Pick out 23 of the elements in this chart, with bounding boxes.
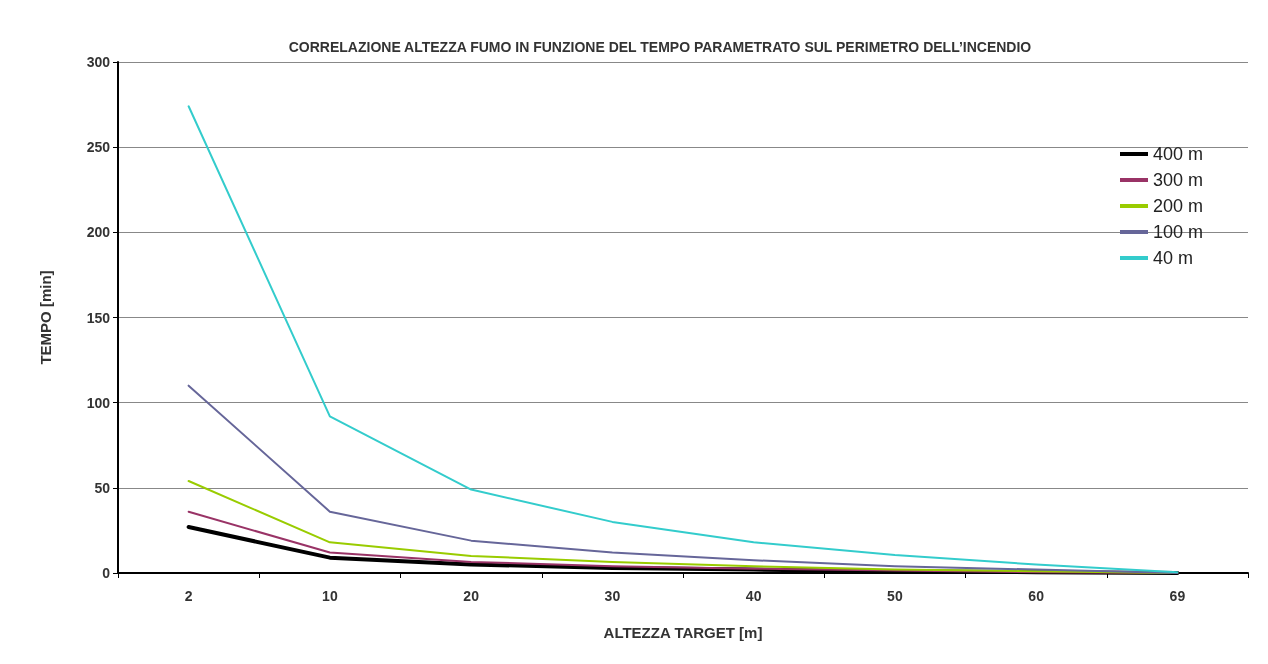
x-tick-label: 10 — [322, 588, 338, 604]
x-tick-label: 40 — [745, 588, 762, 604]
y-tick-label: 300 — [86, 54, 111, 70]
x-tick-label: 2 — [184, 588, 193, 604]
x-tick-label: 30 — [604, 588, 621, 604]
legend-label: 40 m — [1152, 248, 1193, 268]
y-tick-label: 150 — [86, 309, 111, 326]
x-tick-label: 60 — [1028, 588, 1045, 604]
x-tick-label: 20 — [463, 588, 480, 604]
x-tick-label: 50 — [887, 588, 903, 604]
y-tick-label: 50 — [94, 479, 111, 496]
legend-label: 300 m — [1152, 170, 1203, 190]
legend-label: 100 m — [1152, 222, 1203, 242]
x-axis-title: ALTEZZA TARGET [m] — [603, 624, 763, 641]
y-tick-label: 100 — [86, 394, 111, 411]
legend-label: 200 m — [1152, 196, 1203, 216]
y-tick-label: 0 — [102, 565, 111, 581]
y-axis-title: TEMPO [min] — [37, 270, 54, 365]
y-tick-label: 200 — [86, 224, 111, 241]
legend-label: 400 m — [1152, 144, 1203, 164]
x-tick-label: 69 — [1169, 588, 1186, 604]
y-tick-label: 250 — [86, 139, 111, 156]
chart-title: CORRELAZIONE ALTEZZA FUMO IN FUNZIONE DEL TEMPO PARAMETRATO SUL PERIMETRO DELL’INCENDIO — [288, 39, 1032, 55]
